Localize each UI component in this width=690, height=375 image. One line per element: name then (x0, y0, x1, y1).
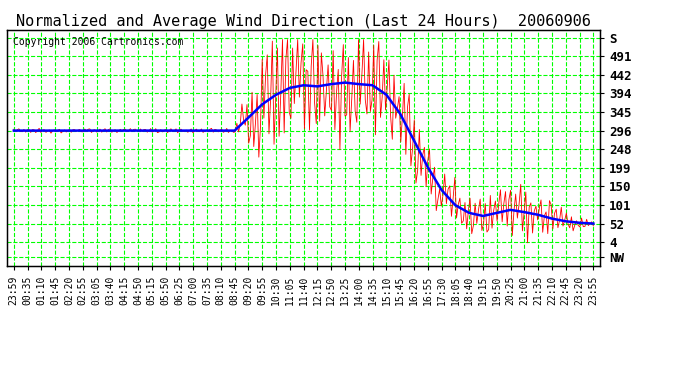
Title: Normalized and Average Wind Direction (Last 24 Hours)  20060906: Normalized and Average Wind Direction (L… (16, 14, 591, 29)
Text: Copyright 2006 Cartronics.com: Copyright 2006 Cartronics.com (13, 37, 184, 47)
